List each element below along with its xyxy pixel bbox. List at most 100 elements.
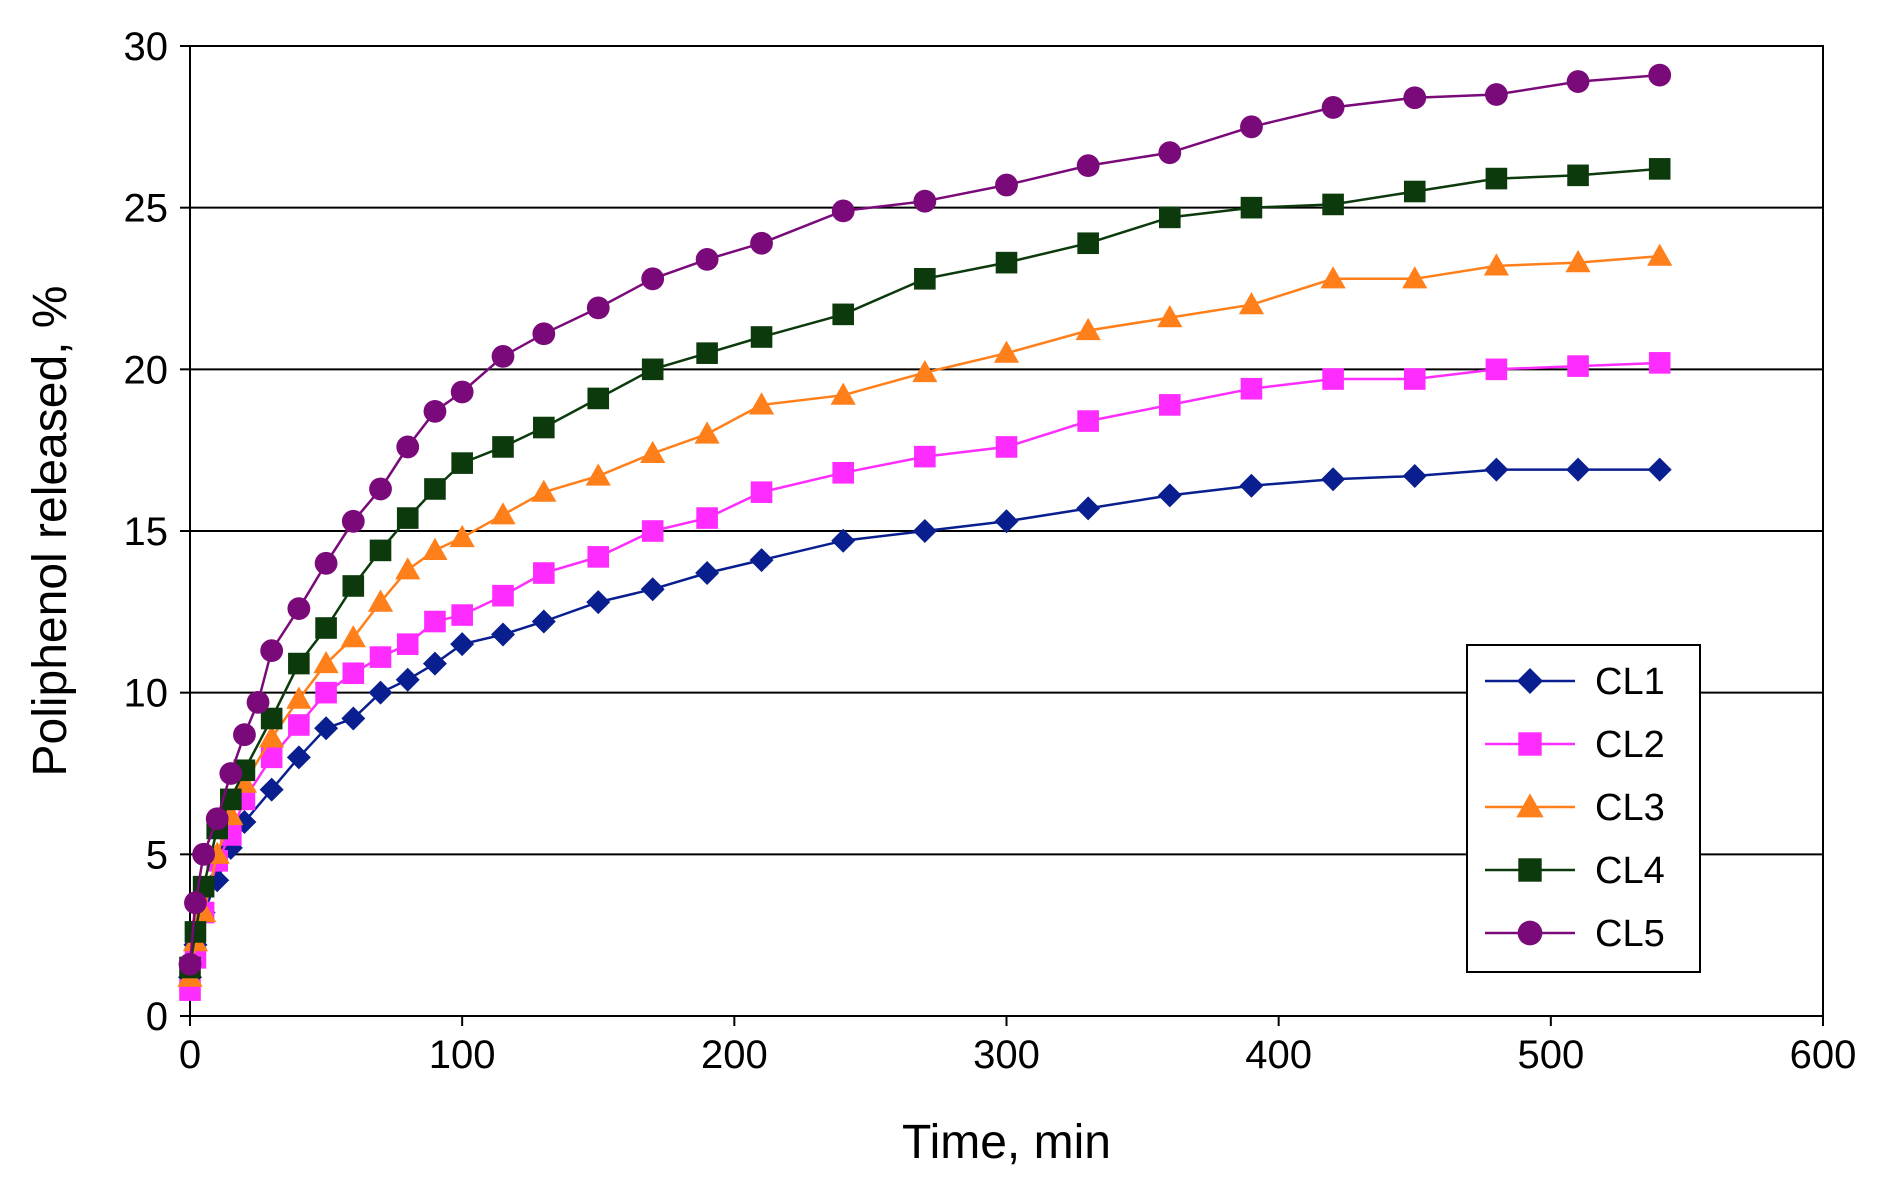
data-point-cl4-23 [1077,232,1099,255]
data-point-cl3-8 [313,650,339,674]
data-point-cl4-26 [1322,193,1344,216]
tick-label-y-15: 15 [124,510,169,554]
data-point-cl3-10 [367,589,394,612]
data-point-cl3-25 [1238,292,1265,315]
data-point-cl3-18 [694,421,720,444]
data-point-cl2-12 [424,610,446,633]
data-point-cl3-15 [531,479,557,502]
data-point-cl2-7 [288,714,310,736]
data-point-cl3-23 [1075,317,1101,341]
data-point-cl1-28 [1484,457,1509,482]
data-point-cl1-11 [395,667,420,692]
data-point-cl2-29 [1567,355,1589,377]
data-point-cl5-2 [192,842,216,866]
data-point-cl2-16 [587,546,610,568]
legend-marker-cl2 [1518,732,1542,756]
legend-item-cl2: CL2 [1485,724,1665,766]
legend-label-cl2: CL2 [1595,724,1665,766]
data-point-cl2-21 [914,445,936,468]
data-point-cl3-24 [1157,305,1183,328]
data-point-cl4-29 [1567,164,1589,187]
legend-marker-cl3 [1516,793,1544,818]
data-point-cl4-30 [1648,158,1671,180]
data-point-cl2-8 [315,681,337,704]
data-point-cl3-6 [259,725,285,748]
data-point-cl4-18 [696,342,718,364]
tick-label-y-10: 10 [124,672,169,716]
data-point-cl4-15 [533,416,555,439]
legend-item-cl5: CL5 [1485,913,1665,955]
legend-item-cl4: CL4 [1485,850,1665,892]
data-point-cl3-16 [585,463,611,486]
data-point-cl5-24 [1076,154,1100,178]
data-point-cl2-27 [1403,368,1426,390]
legend-label-cl3: CL3 [1595,787,1665,829]
data-point-cl3-21 [912,359,938,383]
data-point-cl1-15 [531,609,556,634]
data-point-cl5-30 [1566,70,1590,93]
data-point-cl5-28 [1403,86,1427,110]
legend-marker-cl4 [1518,858,1542,882]
data-point-cl5-0 [178,952,202,976]
tick-label-y-5: 5 [146,833,168,877]
data-point-cl5-12 [396,435,420,459]
data-point-cl1-24 [1157,483,1182,508]
data-point-cl2-9 [342,662,365,685]
legend-item-cl1: CL1 [1485,661,1665,703]
data-point-cl2-13 [451,604,473,626]
data-point-cl5-25 [1158,141,1182,165]
data-point-cl3-29 [1565,250,1591,273]
data-point-cl2-10 [369,646,392,668]
data-point-cl3-17 [640,440,666,463]
data-point-cl5-26 [1240,115,1263,139]
data-point-cl5-23 [995,173,1018,197]
data-point-cl4-28 [1485,167,1508,190]
data-point-cl1-10 [368,680,393,705]
data-point-cl3-27 [1402,266,1428,289]
series-line-cl1 [188,468,1660,978]
tick-label-x-400: 400 [1245,1033,1312,1077]
data-point-cl3-19 [748,392,775,415]
data-point-cl2-17 [641,520,664,542]
data-point-cl4-11 [396,507,419,529]
data-point-cl2-22 [995,436,1018,458]
series-cl1 [178,457,1672,990]
data-point-cl2-18 [696,507,718,529]
data-point-cl5-19 [695,248,719,271]
data-point-cl4-8 [315,617,337,639]
data-point-cl5-10 [341,509,365,533]
data-point-cl4-24 [1159,206,1181,229]
tick-label-x-300: 300 [973,1033,1040,1077]
data-point-cl4-16 [587,387,610,410]
series-cl5 [178,63,1672,976]
data-point-cl1-17 [640,577,665,602]
data-point-cl2-6 [260,746,283,769]
data-point-cl5-16 [532,322,556,346]
data-point-cl1-8 [314,716,339,741]
legend-label-cl1: CL1 [1595,661,1665,703]
data-point-cl1-19 [749,548,774,573]
data-point-cl1-14 [490,622,515,647]
tick-label-x-100: 100 [429,1033,496,1077]
data-point-cl2-28 [1485,358,1508,381]
data-point-cl2-24 [1159,394,1181,416]
tick-label-x-200: 200 [701,1033,768,1077]
data-point-cl2-25 [1240,377,1263,400]
data-point-cl1-22 [994,509,1019,534]
data-point-cl4-10 [369,539,392,562]
data-point-cl5-29 [1485,83,1508,106]
data-point-cl5-14 [450,380,474,404]
tick-label-x-500: 500 [1517,1033,1584,1077]
tick-label-y-20: 20 [124,348,169,392]
data-point-cl2-14 [492,584,514,607]
data-point-cl3-22 [993,340,1020,363]
tick-label-x-600: 600 [1790,1033,1857,1077]
data-point-cl4-12 [424,478,446,500]
data-point-cl5-15 [491,345,515,368]
series-cl3 [177,243,1673,987]
data-point-cl2-23 [1077,410,1099,432]
data-point-cl1-23 [1076,496,1101,521]
